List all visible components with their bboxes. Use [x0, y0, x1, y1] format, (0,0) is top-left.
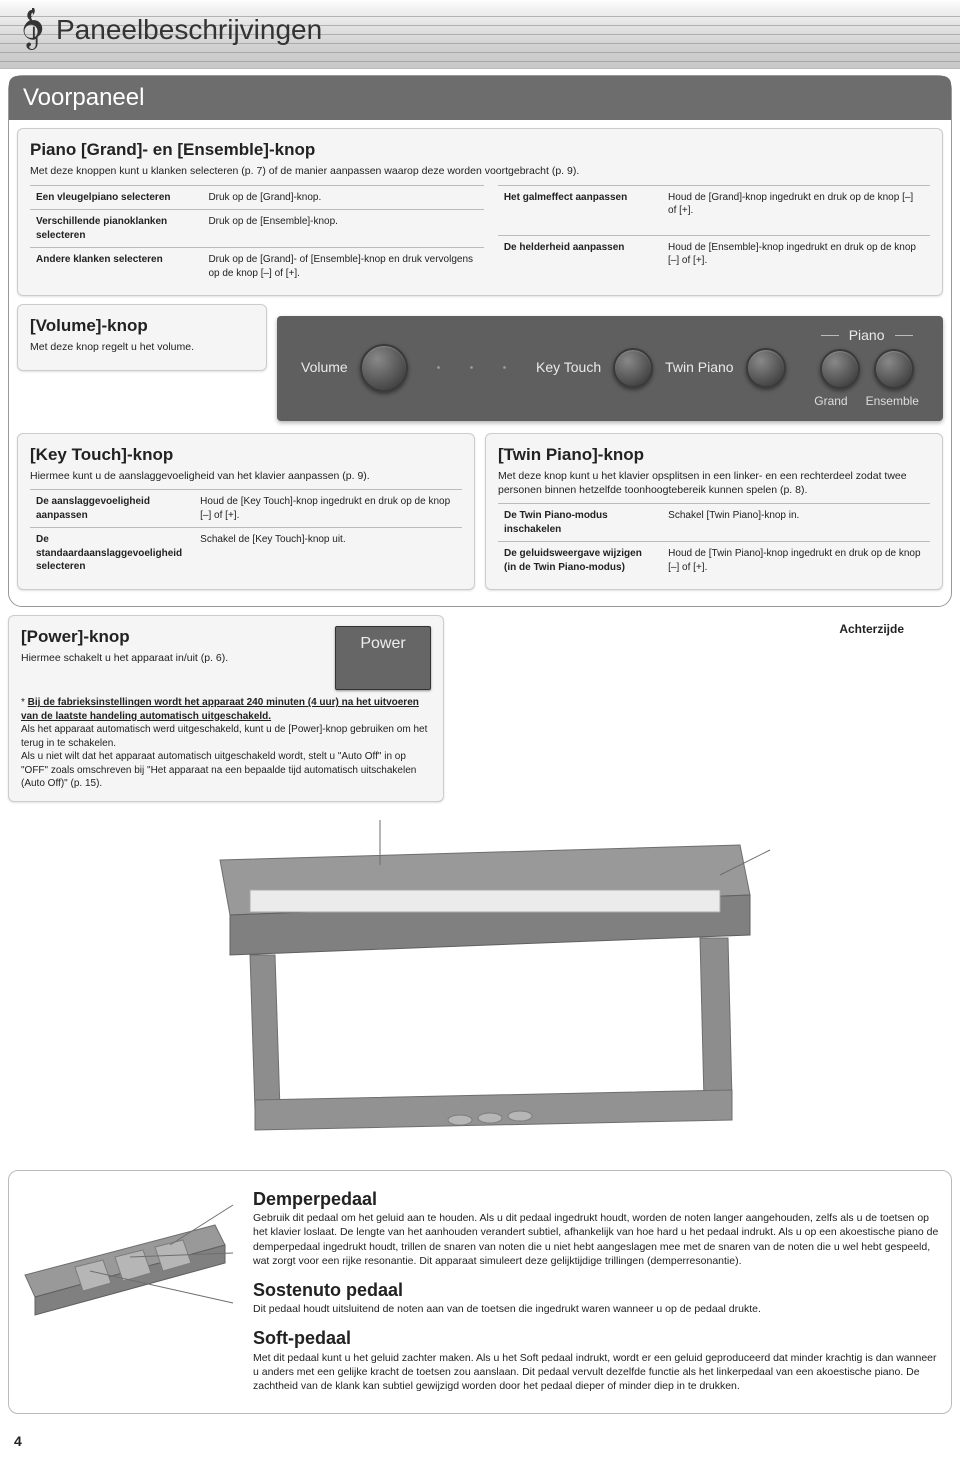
main-frame: Voorpaneel Piano [Grand]- en [Ensemble]-… — [8, 75, 952, 607]
twinpiano-table: De Twin Piano-modus inschakelenSchakel [… — [498, 503, 930, 579]
volume-label: Volume — [301, 358, 348, 377]
table-row: De Twin Piano-modus inschakelenSchakel [… — [498, 504, 930, 542]
pedals-illustration — [15, 1185, 235, 1325]
twinpiano-card: [Twin Piano]-knop Met deze knop kunt u h… — [485, 433, 943, 590]
table-row: Een vleugelpiano selecterenDruk op de [G… — [30, 185, 484, 210]
power-card: [Power]-knop Hiermee schakelt u het appa… — [8, 615, 444, 802]
treble-clef-icon — [18, 8, 46, 52]
voorpaneel-heading: Voorpaneel — [9, 76, 951, 120]
pedals-text: Demperpedaal Gebruik dit pedaal om het g… — [253, 1185, 945, 1403]
sostenuto-body: Dit pedaal houdt uitsluitend de noten aa… — [253, 1302, 945, 1316]
power-button[interactable]: Power — [335, 626, 431, 690]
piano-grand-ensemble-card: Piano [Grand]- en [Ensemble]-knop Met de… — [17, 128, 943, 296]
page-header: Paneelbeschrijvingen — [0, 0, 960, 69]
soft-body: Met dit pedaal kunt u het geluid zachter… — [253, 1351, 945, 1394]
twinpiano-sub: Met deze knop kunt u het klavier opsplit… — [498, 469, 930, 497]
page-number: 4 — [0, 1426, 960, 1461]
keytouch-sub: Hiermee kunt u de aanslaggevoeligheid va… — [30, 469, 462, 483]
digital-piano-illustration — [180, 820, 780, 1160]
damper-body: Gebruik dit pedaal om het geluid aan te … — [253, 1211, 945, 1268]
piano-label: Piano — [849, 326, 885, 345]
piano-knop-sub: Met deze knoppen kunt u klanken selecter… — [30, 164, 930, 178]
table-row: De aanslaggevoeligheid aanpassenHoud de … — [30, 490, 462, 528]
soft-title: Soft-pedaal — [253, 1326, 945, 1350]
piano-knop-left-table: Een vleugelpiano selecterenDruk op de [G… — [30, 185, 484, 286]
keytouch-table: De aanslaggevoeligheid aanpassenHoud de … — [30, 489, 462, 579]
table-row: Andere klanken selecterenDruk op de [Gra… — [30, 248, 484, 286]
achterzijde-label: Achterzijde — [444, 621, 904, 637]
keytouch-card: [Key Touch]-knop Hiermee kunt u de aansl… — [17, 433, 475, 590]
keytouch-title: [Key Touch]-knop — [30, 444, 462, 467]
keytouch-label: Key Touch — [536, 358, 601, 377]
twinpiano-label: Twin Piano — [665, 358, 733, 377]
volume-knob[interactable] — [360, 344, 408, 392]
page-title: Paneelbeschrijvingen — [56, 11, 322, 49]
table-row: De geluidsweergave wijzigen (in de Twin … — [498, 542, 930, 580]
table-row: Het galmeffect aanpassenHoud de [Grand]-… — [498, 185, 930, 235]
volume-sub: Met deze knop regelt u het volume. — [30, 340, 254, 354]
indicator-dots — [436, 365, 507, 370]
control-panel-strip: Volume Key Touch Twin Piano — [277, 316, 943, 421]
twinpiano-knob[interactable] — [746, 348, 786, 388]
table-row: De helderheid aanpassenHoud de [Ensemble… — [498, 235, 930, 285]
ensemble-label: Ensemble — [866, 393, 919, 409]
piano-knop-right-table: Het galmeffect aanpassenHoud de [Grand]-… — [498, 185, 930, 286]
ensemble-knob[interactable] — [874, 349, 914, 389]
grand-knob[interactable] — [820, 349, 860, 389]
table-row: Verschillende pianoklanken selecterenDru… — [30, 210, 484, 248]
grand-label: Grand — [814, 393, 847, 409]
twinpiano-title: [Twin Piano]-knop — [498, 444, 930, 467]
power-sub: Hiermee schakelt u het apparaat in/uit (… — [21, 651, 321, 665]
volume-title: [Volume]-knop — [30, 315, 254, 338]
keytouch-knob[interactable] — [613, 348, 653, 388]
power-title: [Power]-knop — [21, 626, 321, 649]
power-note: * Bij de fabrieksinstellingen wordt het … — [21, 696, 431, 791]
piano-knop-title: Piano [Grand]- en [Ensemble]-knop — [30, 139, 930, 162]
table-row: De standaardaanslaggevoeligheid selecter… — [30, 528, 462, 579]
damper-title: Demperpedaal — [253, 1187, 945, 1211]
sostenuto-title: Sostenuto pedaal — [253, 1278, 945, 1302]
pedals-section: Demperpedaal Gebruik dit pedaal om het g… — [8, 1170, 952, 1414]
volume-card: [Volume]-knop Met deze knop regelt u het… — [17, 304, 267, 371]
